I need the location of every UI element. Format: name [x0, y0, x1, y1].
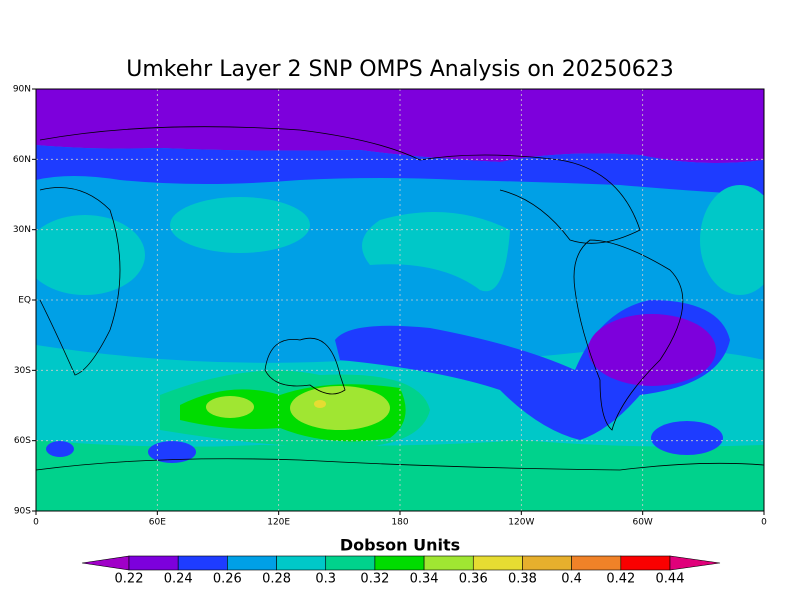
- lat-tick-label: 90N: [13, 85, 31, 95]
- lon-tick-label: 180: [391, 518, 408, 528]
- field-blob: [290, 386, 390, 430]
- lat-tick-label: EQ: [18, 296, 31, 306]
- colorbar-label: 0.32: [360, 572, 389, 587]
- field-blob: [206, 396, 254, 418]
- lat-tick-label: 60N: [13, 155, 31, 165]
- lat-tick-label: 90S: [14, 507, 31, 517]
- lon-tick-label: 120E: [267, 518, 290, 528]
- coastline: [39, 126, 641, 244]
- colorbar-label: 0.42: [606, 572, 635, 587]
- lat-tick-label: 60S: [14, 436, 31, 446]
- coastline: [36, 458, 764, 471]
- colorbar-segment: [177, 555, 228, 571]
- colorbar-segment: [522, 555, 572, 571]
- coastline: [264, 337, 346, 395]
- lon-tick-label: 0: [761, 518, 767, 528]
- colorbar-segment: [325, 555, 376, 571]
- coastline: [39, 187, 121, 376]
- colorbar-segment: [128, 555, 179, 571]
- field-blob: [46, 441, 74, 457]
- colorbar-segment: [227, 555, 277, 571]
- colorbar: 0.22 0.24 0.26 0.28 0.3 0.32 0.34 0.36 0.38 0.4 0.…: [81, 555, 721, 587]
- field-blob: [148, 441, 196, 463]
- field-band: [36, 89, 764, 164]
- field-blob: [700, 185, 764, 295]
- field-blob: [588, 314, 716, 386]
- lon-tick-label: 60W: [632, 518, 652, 528]
- colorbar-label: 0.4: [561, 572, 582, 587]
- lon-tick-label: 0: [33, 518, 39, 528]
- colorbar-segment: [423, 555, 474, 571]
- lat-tick-label: 30N: [13, 225, 31, 235]
- colorbar-segment: [374, 555, 425, 571]
- colorbar-end: [81, 555, 130, 571]
- colorbar-segment: [571, 555, 622, 571]
- colorbar-label: 0.38: [508, 572, 537, 587]
- map-title: Umkehr Layer 2 SNP OMPS Analysis on 2025…: [126, 57, 674, 82]
- colorbar-label: 0.26: [213, 572, 242, 587]
- colorbar-segment: [276, 555, 327, 571]
- lon-tick-label: 120W: [508, 518, 534, 528]
- lon-tick-label: 60E: [149, 518, 166, 528]
- colorbar-label: 0.36: [459, 572, 488, 587]
- field-blob: [170, 197, 310, 253]
- colorbar-segment: [620, 555, 671, 571]
- colorbar-label: 0.28: [262, 572, 291, 587]
- field-blob: [651, 421, 723, 455]
- colorbar-label: 0.44: [656, 572, 685, 587]
- coastline: [573, 239, 684, 431]
- coastlines: [36, 126, 764, 471]
- colorbar-segment: [472, 555, 523, 571]
- map-ticks: 0 60E 120E 180 120W 60W 0 90N 60N 30N EQ 30S 60S 90S: [13, 85, 767, 528]
- colorbar-label: 0.22: [115, 572, 144, 587]
- colorbar-label: 0.34: [410, 572, 439, 587]
- colorbar-title: Dobson Units: [340, 536, 460, 555]
- field-blob: [36, 215, 145, 295]
- colorbar-label: 0.3: [315, 572, 336, 587]
- lat-tick-label: 30S: [14, 366, 31, 376]
- field-blob: [362, 212, 510, 292]
- colorbar-end: [669, 555, 721, 571]
- field-blob: [314, 400, 326, 408]
- colorbar-label: 0.24: [164, 572, 193, 587]
